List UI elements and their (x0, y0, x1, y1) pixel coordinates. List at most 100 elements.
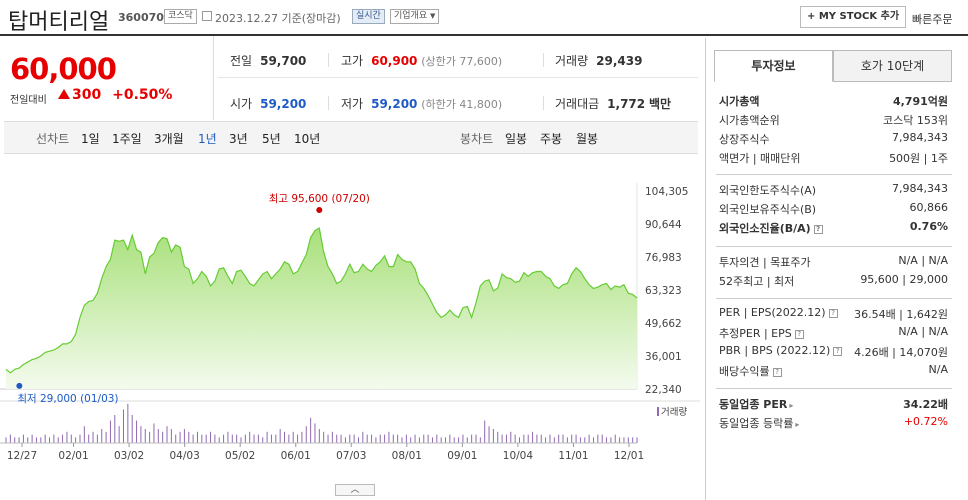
volume-bar (157, 429, 159, 443)
collapse-chart-button[interactable]: ︿ (335, 484, 375, 496)
tab-weekly[interactable]: 주봉 (540, 132, 563, 146)
volume-bar (588, 434, 590, 443)
add-mystock-button[interactable]: + MY STOCK 추가 (800, 6, 907, 28)
info-row: 외국인소진율(B/A)? 0.76% (719, 220, 948, 239)
tab-1w[interactable]: 1주일 (112, 132, 142, 146)
volume-bar (210, 431, 212, 443)
y-tick-label: 49,662 (645, 318, 682, 330)
price-box (0, 36, 214, 120)
volume-legend-swatch (657, 407, 659, 416)
volume-bar (549, 434, 551, 443)
volume-legend-label: 거래량 (661, 406, 687, 418)
volume-bar (579, 437, 581, 443)
volume-bar (279, 429, 281, 443)
tab-3m[interactable]: 3개월 (154, 132, 184, 146)
help-icon[interactable]: ? (828, 309, 838, 318)
chevron-right-icon: ▸ (795, 420, 800, 429)
chart-tab-bar (4, 121, 698, 154)
info-value: 7,984,343 (892, 182, 948, 195)
info-label: 배당수익률? (719, 363, 782, 379)
volume-bar (31, 434, 33, 443)
volume-bar (318, 429, 320, 443)
divider (716, 246, 952, 247)
info-value: 4,791억원 (892, 95, 948, 108)
info-value: 60,866 (909, 201, 949, 214)
tab-order-book[interactable]: 호가 10단계 (833, 50, 952, 82)
tab-10y[interactable]: 10년 (294, 132, 321, 146)
realtime-button[interactable]: 실시간 (352, 9, 385, 24)
volume-bar (336, 434, 338, 443)
volume-bar (92, 431, 94, 443)
volume-bar (183, 429, 185, 443)
x-tick-label: 08/01 (392, 450, 422, 462)
volume-bar (188, 431, 190, 443)
help-icon[interactable]: ? (833, 347, 843, 356)
info-label: 외국인한도주식수(A) (719, 184, 817, 197)
volume-bar (75, 437, 77, 443)
info-row: 외국인보유주식수(B) 60,866 (719, 201, 948, 220)
x-tick-label: 10/04 (503, 450, 534, 462)
quick-order-link[interactable]: 빠른주문 (912, 13, 953, 26)
volume-bar (357, 437, 359, 443)
info-value: N/A | N/A (898, 325, 948, 338)
investment-panel (705, 38, 968, 500)
volume-bar (66, 431, 68, 443)
info-label: 동일업종 PER ▸ (719, 398, 794, 411)
company-info-dropdown[interactable]: 기업개요 ▼ (390, 9, 440, 24)
header-divider (0, 34, 968, 36)
stock-code: 360070 (118, 11, 164, 24)
tab-5y[interactable]: 5년 (262, 132, 281, 146)
candle-chart-label: 봉차트 (460, 132, 494, 146)
tab-1y[interactable]: 1년 (198, 132, 217, 146)
x-tick-label: 02/01 (58, 450, 88, 462)
help-icon[interactable]: ? (772, 368, 782, 377)
info-label: 외국인보유주식수(B) (719, 203, 817, 216)
tab-daily[interactable]: 일봉 (505, 132, 528, 146)
volume-bar (540, 434, 542, 443)
volume-bar (27, 437, 29, 443)
info-row: 동일업종 등락률 ▸ +0.72% (719, 415, 948, 434)
volume-bar (305, 426, 307, 443)
info-row: 투자의견 | 목표주가 N/A | N/A (719, 254, 948, 273)
volume-bar (371, 434, 373, 443)
price-chart[interactable]: 104,305 90,644 76,983 63,323 49,662 36,001 22,… (0, 175, 700, 475)
volume-bar (205, 434, 207, 443)
volume-bar (392, 434, 394, 443)
info-row: 시가총액순위 코스닥 153위 (719, 112, 948, 131)
info-label: 동일업종 등락률 ▸ (719, 417, 800, 430)
tab-3y[interactable]: 3년 (229, 132, 248, 146)
info-row: 상장주식수 7,984,343 (719, 131, 948, 150)
volume-bar (523, 434, 525, 443)
info-value: N/A (928, 363, 948, 376)
tab-investment-info[interactable]: 투자정보 (714, 50, 833, 82)
volume-bar (344, 437, 346, 443)
chevron-up-icon: ︿ (350, 485, 360, 495)
help-icon[interactable]: ? (794, 330, 804, 339)
info-label: 액면가 | 매매단위 (719, 152, 801, 165)
info-label: 시가총액순위 (719, 114, 780, 127)
volume-bar (162, 431, 164, 443)
volume-bar (5, 437, 7, 443)
volume-bar (527, 434, 529, 443)
volume-bar (35, 437, 37, 443)
volume-bar (253, 434, 255, 443)
info-label: PBR | BPS (2022.12)? (719, 344, 843, 357)
volume-bar (501, 434, 503, 443)
volume-bar (270, 434, 272, 443)
x-tick-label: 03/02 (114, 450, 144, 462)
info-value: N/A | N/A (898, 254, 948, 267)
volume-bar (553, 437, 555, 443)
tab-1d[interactable]: 1일 (81, 132, 100, 146)
tab-monthly[interactable]: 월봉 (576, 132, 599, 146)
info-label: 외국인소진율(B/A)? (719, 220, 823, 236)
volume-bar (122, 409, 124, 443)
volume-bar (227, 431, 229, 443)
volume-bar (288, 434, 290, 443)
change-amount: 300 (72, 87, 102, 103)
help-icon[interactable]: ? (813, 225, 823, 234)
volume-bar (70, 434, 72, 443)
volume-bar (196, 431, 198, 443)
up-triangle-icon (58, 89, 70, 99)
divider (716, 388, 952, 389)
info-value: 7,984,343 (892, 131, 948, 144)
